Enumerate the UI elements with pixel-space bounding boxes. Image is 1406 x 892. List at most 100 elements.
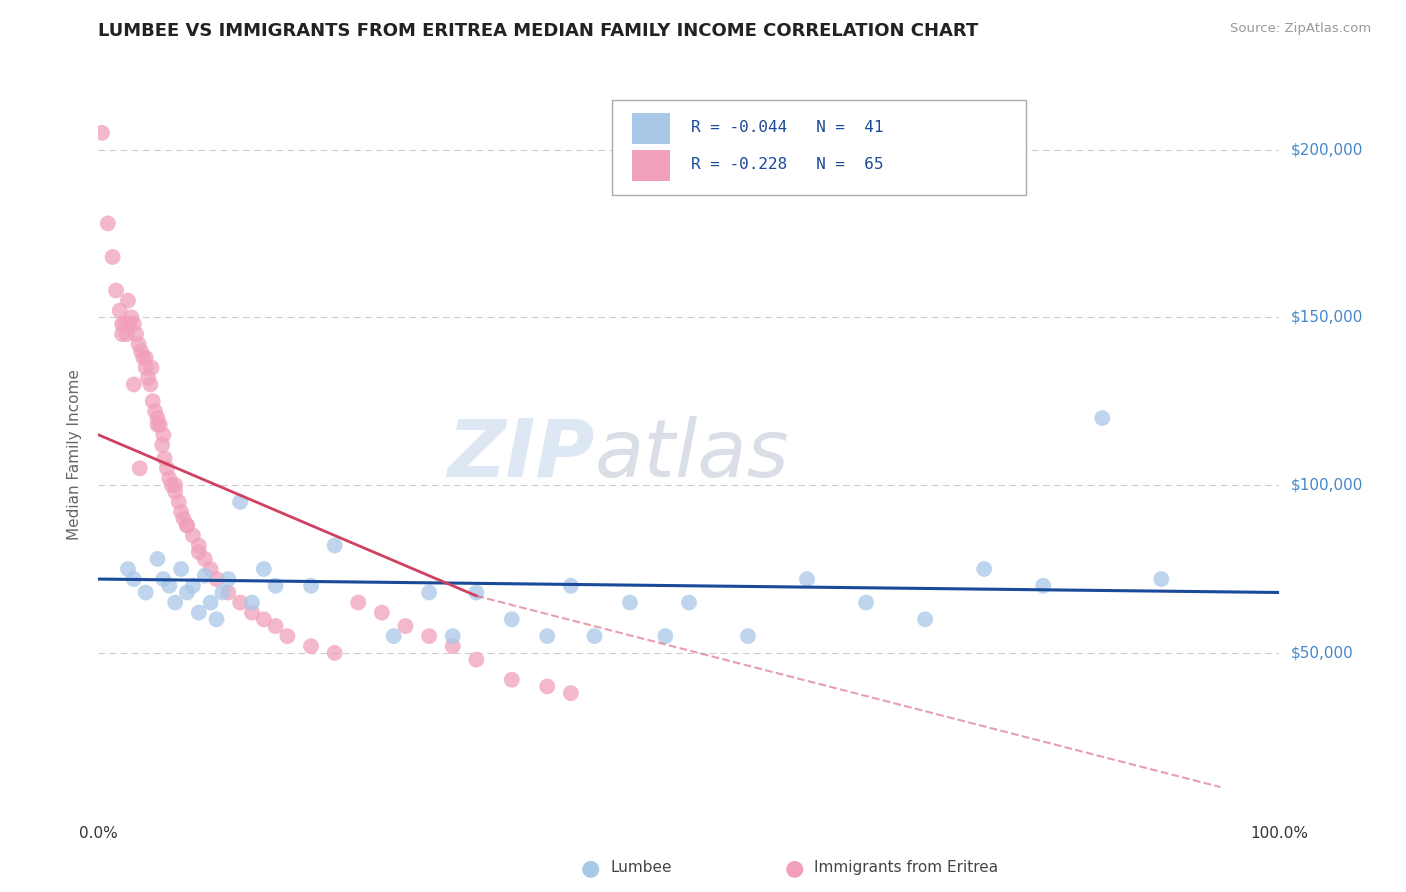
Text: Source: ZipAtlas.com: Source: ZipAtlas.com	[1230, 22, 1371, 36]
Point	[855, 596, 877, 610]
Point	[973, 562, 995, 576]
Point	[211, 585, 233, 599]
Point	[240, 596, 263, 610]
Point	[165, 484, 187, 499]
Y-axis label: Median Family Income: Median Family Income	[67, 369, 83, 541]
Point	[150, 438, 173, 452]
Point	[112, 317, 135, 331]
Point	[176, 518, 198, 533]
Point	[194, 568, 217, 582]
Point	[101, 250, 124, 264]
Point	[108, 303, 131, 318]
Point	[141, 360, 163, 375]
Point	[125, 327, 148, 342]
Point	[654, 629, 676, 643]
Text: atlas: atlas	[595, 416, 789, 494]
Text: ●: ●	[581, 858, 600, 878]
Point	[165, 596, 187, 610]
Point	[118, 317, 141, 331]
Point	[240, 606, 263, 620]
Point	[129, 343, 152, 358]
Point	[176, 585, 198, 599]
Point	[121, 310, 143, 325]
Point	[135, 585, 157, 599]
Point	[1150, 572, 1173, 586]
Point	[205, 612, 228, 626]
Point	[142, 394, 165, 409]
Point	[117, 562, 139, 576]
Point	[200, 562, 222, 576]
Point	[194, 552, 217, 566]
FancyBboxPatch shape	[612, 100, 1025, 195]
Point	[465, 585, 488, 599]
Text: $200,000: $200,000	[1291, 142, 1362, 157]
Text: Immigrants from Eritrea: Immigrants from Eritrea	[814, 861, 998, 875]
Point	[153, 451, 176, 466]
Point	[157, 579, 180, 593]
Point	[536, 680, 558, 694]
Point	[394, 619, 416, 633]
Point	[299, 579, 322, 593]
Point	[105, 284, 128, 298]
Point	[146, 417, 169, 432]
Point	[914, 612, 936, 626]
Point	[128, 461, 150, 475]
Point	[323, 539, 346, 553]
Point	[560, 579, 582, 593]
Point	[678, 596, 700, 610]
Point	[156, 461, 179, 475]
Text: R = -0.044   N =  41: R = -0.044 N = 41	[692, 120, 884, 136]
Point	[382, 629, 405, 643]
Point	[143, 404, 166, 418]
Point	[200, 596, 222, 610]
Point	[146, 411, 169, 425]
Point	[299, 639, 322, 653]
Point	[152, 427, 174, 442]
Point	[157, 471, 180, 485]
Point	[117, 293, 139, 308]
Point	[1091, 411, 1114, 425]
Text: $100,000: $100,000	[1291, 477, 1362, 492]
Point	[560, 686, 582, 700]
Point	[371, 606, 394, 620]
Point	[181, 579, 204, 593]
Point	[176, 518, 198, 533]
Point	[122, 317, 145, 331]
Point	[418, 585, 440, 599]
Point	[465, 652, 488, 666]
Point	[91, 126, 114, 140]
Point	[181, 528, 204, 542]
Point	[149, 417, 172, 432]
Text: $150,000: $150,000	[1291, 310, 1362, 325]
Point	[187, 545, 209, 559]
Point	[122, 377, 145, 392]
Point	[170, 562, 193, 576]
Point	[737, 629, 759, 643]
Point	[229, 596, 252, 610]
Point	[217, 585, 239, 599]
Point	[160, 478, 183, 492]
Point	[583, 629, 606, 643]
Text: Lumbee: Lumbee	[610, 861, 672, 875]
Point	[418, 629, 440, 643]
Text: R = -0.228   N =  65: R = -0.228 N = 65	[692, 157, 884, 172]
Point	[146, 552, 169, 566]
Text: LUMBEE VS IMMIGRANTS FROM ERITREA MEDIAN FAMILY INCOME CORRELATION CHART: LUMBEE VS IMMIGRANTS FROM ERITREA MEDIAN…	[98, 22, 979, 40]
Point	[536, 629, 558, 643]
Bar	[633, 113, 671, 144]
Point	[172, 511, 194, 525]
Point	[115, 327, 138, 342]
Point	[441, 629, 464, 643]
Bar	[633, 150, 671, 180]
Point	[264, 619, 287, 633]
Point	[187, 539, 209, 553]
Point	[111, 317, 134, 331]
Point	[136, 370, 159, 384]
Point	[229, 495, 252, 509]
Point	[135, 360, 157, 375]
Point	[264, 579, 287, 593]
Point	[1032, 579, 1054, 593]
Point	[323, 646, 346, 660]
Point	[152, 572, 174, 586]
Point	[132, 351, 155, 365]
